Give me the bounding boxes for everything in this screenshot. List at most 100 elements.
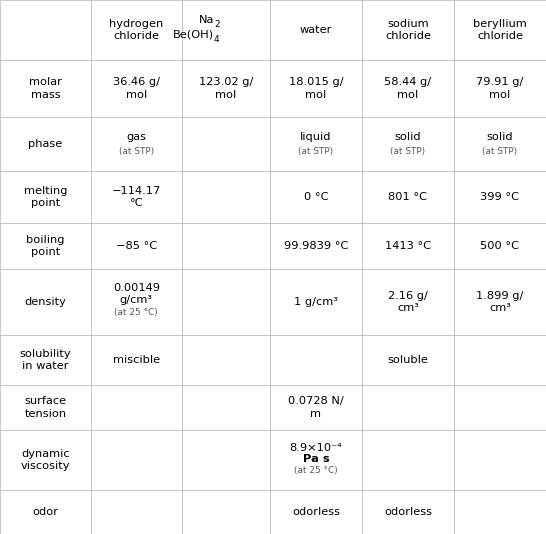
Text: density: density	[25, 297, 67, 307]
Bar	[91, 269, 182, 335]
Bar	[454, 269, 546, 335]
Text: beryllium
chloride: beryllium chloride	[473, 19, 527, 41]
Text: (at STP): (at STP)	[298, 147, 334, 156]
Text: 1413 °C: 1413 °C	[385, 241, 431, 251]
Bar	[362, 60, 454, 117]
Text: 0.00149: 0.00149	[113, 284, 160, 293]
Bar	[91, 490, 182, 534]
Bar	[362, 269, 454, 335]
Bar	[182, 171, 270, 223]
Text: 801 °C: 801 °C	[388, 192, 428, 202]
Text: 123.02 g/
mol: 123.02 g/ mol	[199, 77, 253, 100]
Bar	[362, 335, 454, 386]
Bar	[91, 117, 182, 171]
Text: (at STP): (at STP)	[483, 147, 518, 156]
Text: Be(OH): Be(OH)	[173, 29, 214, 40]
Text: 2: 2	[214, 20, 219, 29]
Bar	[0, 117, 91, 171]
Text: dynamic
viscosity: dynamic viscosity	[21, 449, 70, 471]
Bar	[182, 223, 270, 269]
Bar	[182, 269, 270, 335]
Bar	[454, 171, 546, 223]
Bar	[362, 223, 454, 269]
Bar	[270, 386, 362, 430]
Text: g/cm³: g/cm³	[120, 295, 153, 305]
Bar	[91, 171, 182, 223]
Bar	[0, 490, 91, 534]
Text: 79.91 g/
mol: 79.91 g/ mol	[476, 77, 524, 100]
Text: (at 25 °C): (at 25 °C)	[294, 466, 338, 475]
Bar	[182, 117, 270, 171]
Bar	[362, 0, 454, 60]
Text: melting
point: melting point	[23, 186, 67, 208]
Text: 399 °C: 399 °C	[480, 192, 519, 202]
Bar	[182, 490, 270, 534]
Text: 2.16 g/
cm³: 2.16 g/ cm³	[388, 290, 428, 313]
Text: (at STP): (at STP)	[390, 147, 425, 156]
Text: solid: solid	[395, 132, 422, 142]
Text: −114.17
°C: −114.17 °C	[112, 186, 161, 208]
Bar	[0, 430, 91, 490]
Bar	[454, 223, 546, 269]
Text: liquid: liquid	[300, 132, 331, 142]
Bar	[362, 117, 454, 171]
Bar	[270, 117, 362, 171]
Text: 0.0728 N/
m: 0.0728 N/ m	[288, 396, 344, 419]
Bar	[270, 430, 362, 490]
Text: (at STP): (at STP)	[119, 147, 154, 156]
Bar	[0, 223, 91, 269]
Bar	[454, 335, 546, 386]
Text: odor: odor	[32, 507, 58, 517]
Text: −85 °C: −85 °C	[116, 241, 157, 251]
Text: odorless: odorless	[292, 507, 340, 517]
Bar	[270, 171, 362, 223]
Text: 4: 4	[214, 35, 219, 44]
Bar	[0, 269, 91, 335]
Text: (at 25 °C): (at 25 °C)	[115, 308, 158, 317]
Bar	[0, 171, 91, 223]
Text: soluble: soluble	[388, 355, 429, 365]
Text: hydrogen
chloride: hydrogen chloride	[109, 19, 163, 41]
Bar	[362, 171, 454, 223]
Text: 0 °C: 0 °C	[304, 192, 328, 202]
Bar	[182, 386, 270, 430]
Bar	[454, 0, 546, 60]
Bar	[362, 430, 454, 490]
Bar	[270, 269, 362, 335]
Text: 18.015 g/
mol: 18.015 g/ mol	[289, 77, 343, 100]
Text: molar
mass: molar mass	[29, 77, 62, 100]
Bar	[182, 0, 270, 60]
Bar	[454, 430, 546, 490]
Text: 1.899 g/
cm³: 1.899 g/ cm³	[476, 290, 524, 313]
Bar	[0, 335, 91, 386]
Bar	[362, 386, 454, 430]
Bar	[182, 60, 270, 117]
Text: 36.46 g/
mol: 36.46 g/ mol	[113, 77, 160, 100]
Bar	[91, 430, 182, 490]
Text: gas: gas	[126, 132, 146, 142]
Bar	[91, 0, 182, 60]
Text: 99.9839 °C: 99.9839 °C	[284, 241, 348, 251]
Bar	[182, 430, 270, 490]
Text: 500 °C: 500 °C	[480, 241, 519, 251]
Text: Na: Na	[198, 14, 214, 25]
Text: sodium
chloride: sodium chloride	[385, 19, 431, 41]
Bar	[91, 223, 182, 269]
Bar	[270, 335, 362, 386]
Text: water: water	[300, 25, 332, 35]
Text: 1 g/cm³: 1 g/cm³	[294, 297, 338, 307]
Bar	[270, 490, 362, 534]
Bar	[454, 386, 546, 430]
Bar	[454, 490, 546, 534]
Text: boiling
point: boiling point	[26, 234, 65, 257]
Bar	[270, 223, 362, 269]
Bar	[454, 60, 546, 117]
Bar	[0, 386, 91, 430]
Text: odorless: odorless	[384, 507, 432, 517]
Text: phase: phase	[28, 139, 63, 149]
Text: surface
tension: surface tension	[25, 396, 67, 419]
Text: solubility
in water: solubility in water	[20, 349, 72, 372]
Bar	[0, 0, 91, 60]
Bar	[270, 0, 362, 60]
Bar	[270, 60, 362, 117]
